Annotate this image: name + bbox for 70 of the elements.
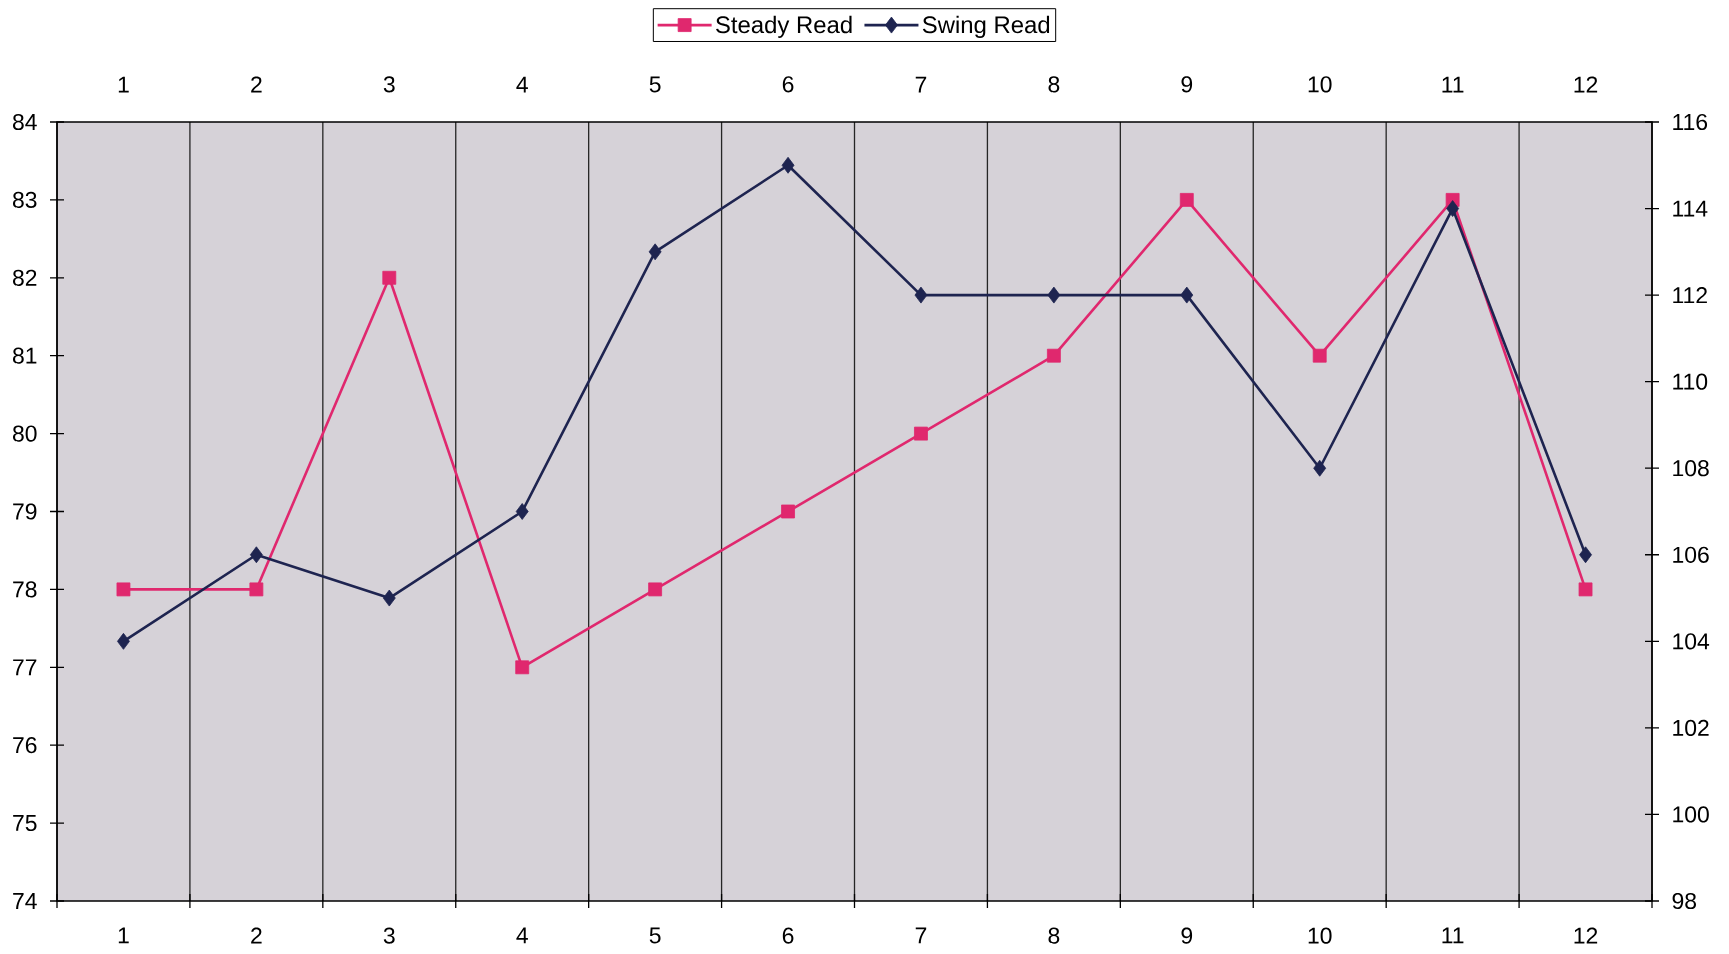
x-tick-label: 12 (1574, 927, 1598, 944)
category-label: 5 (649, 76, 661, 93)
x-tick-label: 6 (782, 927, 794, 944)
x-tick-label: 1 (118, 927, 129, 944)
point (1578, 582, 1593, 597)
point (781, 156, 795, 174)
y-tick-label: 74 (13, 893, 37, 909)
y-tick-label: 83 (12, 191, 37, 208)
category-label: 2 (251, 76, 262, 93)
x-tick-label: 4 (516, 927, 528, 944)
point (1046, 348, 1061, 363)
point (914, 286, 928, 304)
y-tick-label: 79 (13, 503, 37, 520)
y2-tick-label: 98 (1672, 892, 1697, 910)
point (249, 546, 263, 564)
point (1179, 192, 1194, 207)
category-label: 8 (1048, 76, 1060, 93)
category-label: 1 (118, 76, 129, 93)
point (1312, 348, 1327, 363)
category-label: 6 (782, 76, 794, 93)
point (1313, 459, 1327, 477)
y2-tick-label: 100 (1673, 806, 1709, 823)
point (1446, 200, 1460, 217)
y2-tick-label: 116 (1673, 113, 1708, 131)
point (914, 426, 928, 441)
x-tick-label: 10 (1308, 927, 1332, 944)
category-label: 11 (1442, 76, 1464, 93)
point (1047, 286, 1061, 304)
point (249, 582, 264, 597)
category-label: 3 (383, 76, 395, 93)
category-label: 12 (1574, 76, 1598, 93)
point (1579, 546, 1592, 564)
x-tick-label: 3 (383, 927, 395, 944)
y2-tick-label: 110 (1673, 373, 1708, 390)
y-tick-label: 76 (13, 737, 37, 754)
point (1180, 286, 1194, 304)
y-tick-label: 75 (13, 815, 37, 832)
y-tick-label: 78 (13, 581, 37, 598)
point (382, 589, 396, 607)
x-tick-label: 8 (1048, 927, 1060, 944)
y2-tick-label: 112 (1673, 287, 1707, 304)
category-label: 10 (1308, 76, 1332, 93)
x-tick-label: 5 (649, 927, 661, 944)
y-tick-label: 84 (12, 113, 37, 131)
y2-tick-label: 102 (1673, 719, 1709, 736)
y2-tick-label: 108 (1673, 460, 1709, 477)
point (117, 632, 130, 650)
category-label: 9 (1181, 76, 1193, 93)
x-tick-label: 9 (1181, 927, 1193, 944)
y2-tick-label: 106 (1673, 546, 1709, 563)
point (382, 270, 397, 285)
legend-label: Steady Read (716, 15, 852, 38)
point (781, 504, 795, 519)
x-tick-label: 7 (915, 927, 927, 944)
x-tick-label: 2 (251, 927, 262, 944)
category-label: 4 (516, 76, 528, 93)
y-tick-label: 81 (12, 347, 37, 364)
point (648, 243, 662, 261)
point (116, 582, 131, 597)
y2-tick-label: 104 (1673, 633, 1710, 650)
y-tick-label: 82 (12, 269, 37, 286)
y2-tick-label: 114 (1673, 200, 1708, 217)
point (515, 660, 530, 675)
point (648, 582, 663, 597)
y-tick-label: 77 (13, 659, 37, 676)
legend-label: Swing Read (922, 15, 1050, 38)
y-tick-label: 80 (12, 425, 37, 442)
category-label: 7 (915, 76, 927, 93)
x-tick-label: 11 (1442, 927, 1464, 944)
point (515, 503, 529, 520)
